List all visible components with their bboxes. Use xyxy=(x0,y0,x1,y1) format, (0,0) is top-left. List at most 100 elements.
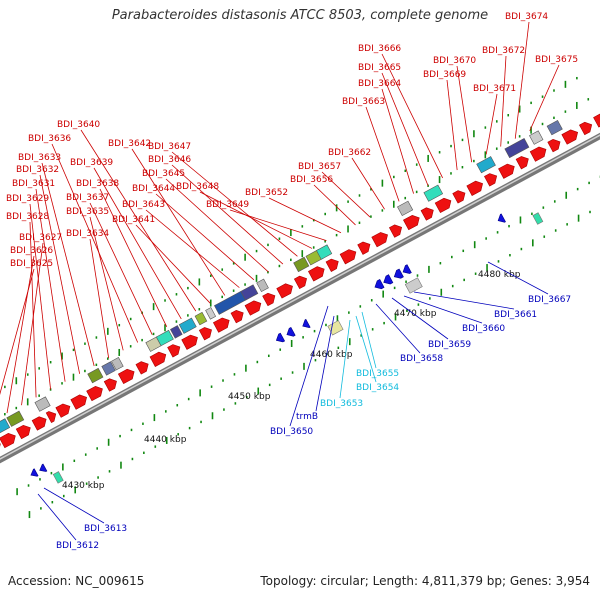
scale-tick xyxy=(427,154,429,162)
scale-tick xyxy=(223,408,225,411)
scale-tick xyxy=(244,253,246,261)
forward-gene-label: BDI_3642 xyxy=(108,139,151,149)
label-leader-line xyxy=(155,193,255,281)
reverse-gene-arrow xyxy=(275,332,286,343)
scale-tick xyxy=(415,163,418,166)
reverse-gene-label: BDI_3658 xyxy=(400,354,443,364)
gene-feature-box xyxy=(111,356,124,371)
forward-gene-label: BDI_3663 xyxy=(342,97,385,107)
scale-tick xyxy=(143,451,145,455)
gene-feature-box xyxy=(205,307,217,320)
scale-tick xyxy=(245,364,247,372)
forward-gene-label: BDI_3664 xyxy=(358,79,401,89)
scale-tick xyxy=(165,436,168,444)
scale-tick xyxy=(50,471,53,475)
scale-tick xyxy=(518,105,521,113)
scale-tick xyxy=(347,225,349,233)
forward-gene-label: BDI_3652 xyxy=(245,188,288,198)
scale-tick xyxy=(73,459,76,463)
label-leader-line xyxy=(375,303,421,354)
label-leader-line xyxy=(446,79,458,171)
label-leader-line xyxy=(391,297,449,340)
reverse-gene-arrow xyxy=(39,463,48,472)
label-leader-line xyxy=(321,171,371,218)
scale-tick xyxy=(497,260,500,263)
label-leader-line xyxy=(41,162,95,367)
scale-tick xyxy=(564,110,567,113)
scale-tick xyxy=(325,323,327,327)
scale-tick xyxy=(531,212,533,216)
label-leader-line xyxy=(381,53,443,179)
scale-tick xyxy=(26,398,29,406)
scale-tick xyxy=(141,338,143,342)
forward-gene-label: BDI_3632 xyxy=(16,165,59,175)
scale-tick xyxy=(96,447,98,450)
label-leader-line xyxy=(29,221,37,398)
scale-label: 4450 kbp xyxy=(228,392,271,402)
label-leader-line xyxy=(381,72,429,186)
scale-tick xyxy=(84,453,87,456)
reverse-gene-label: BDI_3613 xyxy=(84,524,127,534)
scale-tick xyxy=(267,243,269,247)
scale-tick xyxy=(209,299,212,307)
scale-tick xyxy=(461,166,464,169)
reverse-gene-arrow xyxy=(497,213,506,223)
scale-tick xyxy=(429,297,431,300)
label-leader-line xyxy=(43,487,105,524)
scale-tick xyxy=(187,314,189,317)
forward-gene-arrow xyxy=(181,334,198,350)
scale-tick xyxy=(38,394,40,397)
scale-tick xyxy=(520,247,523,251)
scale-tick xyxy=(439,262,442,265)
scale-tick xyxy=(335,233,338,237)
scale-tick xyxy=(463,278,465,282)
scale-label: 4460 kbp xyxy=(310,350,353,360)
scale-tick xyxy=(28,511,31,519)
scale-tick xyxy=(188,426,191,430)
scale-tick xyxy=(97,476,99,479)
scale-tick xyxy=(495,147,498,150)
label-leader-line xyxy=(529,64,560,132)
scale-tick xyxy=(450,172,452,175)
scale-tick xyxy=(4,385,6,389)
scale-tick xyxy=(484,126,487,129)
scale-tick xyxy=(450,144,452,148)
scale-tick xyxy=(62,463,64,471)
reverse-gene-label: BDI_3653 xyxy=(320,399,363,409)
gene-feature-box xyxy=(87,367,104,384)
scale-tick xyxy=(108,470,111,473)
scale-tick xyxy=(303,362,305,370)
scale-tick xyxy=(381,179,384,187)
label-leader-line xyxy=(89,202,153,335)
label-leader-line xyxy=(51,143,139,343)
forward-gene-arrow xyxy=(198,327,212,341)
scale-tick xyxy=(175,320,178,323)
scale-tick xyxy=(290,258,292,262)
forward-gene-arrow xyxy=(466,180,483,196)
forward-gene-label: BDI_3656 xyxy=(290,175,333,185)
gene-feature-box xyxy=(6,410,25,427)
forward-gene-label: BDI_3638 xyxy=(76,179,119,189)
label-leader-line xyxy=(487,261,549,295)
label-leader-line xyxy=(339,319,351,399)
scale-tick xyxy=(187,286,189,290)
scale-tick xyxy=(565,191,568,199)
forward-gene-label: BDI_3644 xyxy=(132,184,175,194)
scale-tick xyxy=(370,299,373,302)
gene-feature-box xyxy=(404,277,423,294)
scale-tick xyxy=(164,324,166,332)
forward-gene-arrow xyxy=(149,351,167,367)
scale-tick xyxy=(278,264,281,268)
scale-tick xyxy=(440,288,443,296)
scale-tick xyxy=(417,303,420,306)
scale-tick xyxy=(165,410,167,413)
scale-tick xyxy=(370,215,372,218)
forward-gene-arrow xyxy=(103,378,117,392)
forward-gene-arrow xyxy=(276,283,293,299)
scale-tick xyxy=(221,295,223,299)
reverse-gene-arrow xyxy=(383,274,394,285)
scale-tick xyxy=(451,284,454,288)
forward-gene-label: BDI_3626 xyxy=(10,246,53,256)
forward-gene-arrow xyxy=(167,344,181,358)
